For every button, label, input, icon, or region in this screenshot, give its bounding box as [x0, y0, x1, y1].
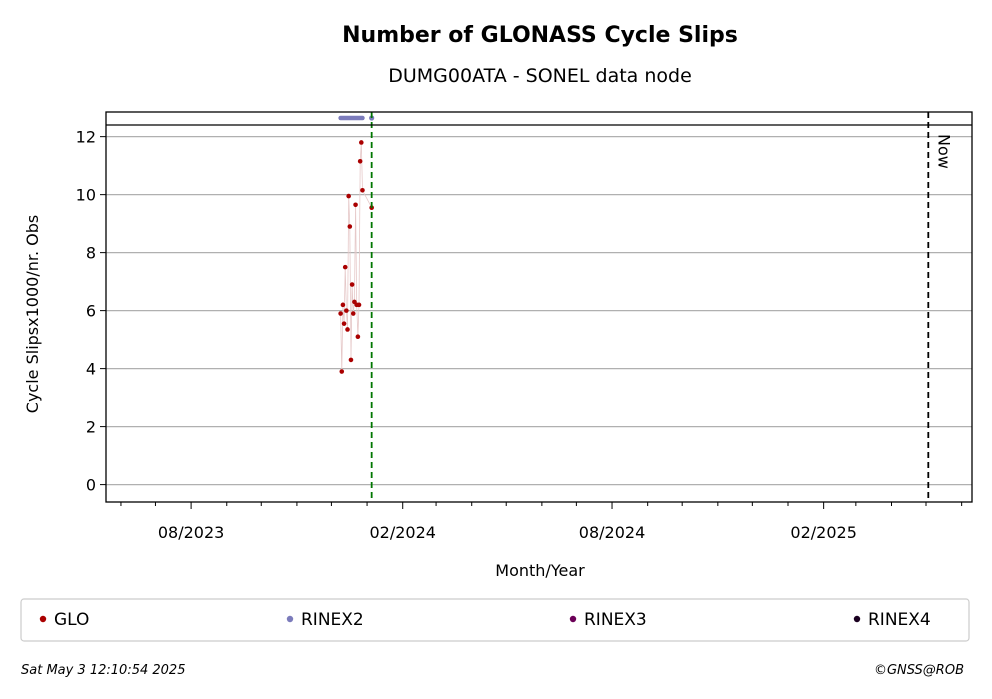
x-tick-label: 08/2024 [579, 523, 645, 542]
y-tick-label: 4 [86, 360, 96, 379]
glo-data-point [360, 187, 365, 193]
glo-data-point [339, 369, 345, 374]
y-axis-label: Cycle Slipsx1000/nr. Obs [23, 215, 42, 413]
glo-data-point [346, 193, 351, 199]
y-tick-label: 2 [86, 418, 96, 437]
y-tick-label: 12 [76, 128, 96, 147]
glo-data-point [355, 334, 361, 340]
legend-marker-rinex3 [569, 615, 577, 623]
glo-data-point [342, 264, 348, 270]
vline-layer: Now [370, 112, 953, 502]
x-tick-label: 02/2025 [790, 523, 856, 542]
availability-layer [338, 115, 375, 121]
y-tick-label: 0 [86, 476, 96, 495]
glo-data-point [347, 224, 353, 229]
legend-marker-glo [39, 615, 47, 623]
y-tick-label: 10 [76, 186, 96, 205]
x-tick-label: 08/2023 [158, 523, 224, 542]
footer-copyright: ©GNSS@ROB [874, 663, 964, 678]
legend-marker-rinex4 [853, 615, 861, 623]
legend-marker-rinex2 [286, 615, 294, 623]
glo-data-point [353, 202, 358, 208]
glo-data-point [345, 327, 350, 332]
legend-label-rinex2: RINEX2 [301, 610, 364, 630]
footer-timestamp: Sat May 3 12:10:54 2025 [21, 663, 185, 678]
grid-layer [106, 136, 972, 486]
x-axis-label: Month/Year [495, 561, 585, 580]
chart-title: Number of GLONASS Cycle Slips [342, 23, 738, 48]
x-tick-label: 02/2024 [369, 523, 435, 542]
glo-data-point [338, 311, 343, 316]
glo-data-point [348, 357, 354, 363]
glo-data-point [356, 302, 362, 308]
legend-label-glo: GLO [54, 610, 89, 630]
legend-label-rinex3: RINEX3 [584, 610, 647, 630]
glo-data-point [349, 282, 355, 287]
glo-data-point [357, 158, 363, 164]
now-label: Now [934, 134, 953, 169]
glo-data-point [340, 302, 346, 308]
legend-label-rinex4: RINEX4 [868, 610, 931, 630]
glo-data-point [359, 140, 364, 145]
plot-frame [105, 111, 973, 503]
y-tick-label: 8 [86, 244, 96, 263]
glo-data-point [344, 308, 349, 313]
legend: GLO RINEX2 RINEX3 RINEX4 [20, 598, 970, 642]
y-tick-label: 6 [86, 302, 96, 321]
glo-data-point [350, 311, 356, 316]
chart-subtitle: DUMG00ATA - SONEL data node [388, 65, 692, 87]
series-layer [338, 140, 374, 374]
axis-layer: 0 2 4 6 8 10 12 08/2023 02/2024 08/2024 02/2025 [76, 111, 973, 542]
glo-data-point [341, 321, 347, 326]
legend-frame [20, 598, 970, 642]
